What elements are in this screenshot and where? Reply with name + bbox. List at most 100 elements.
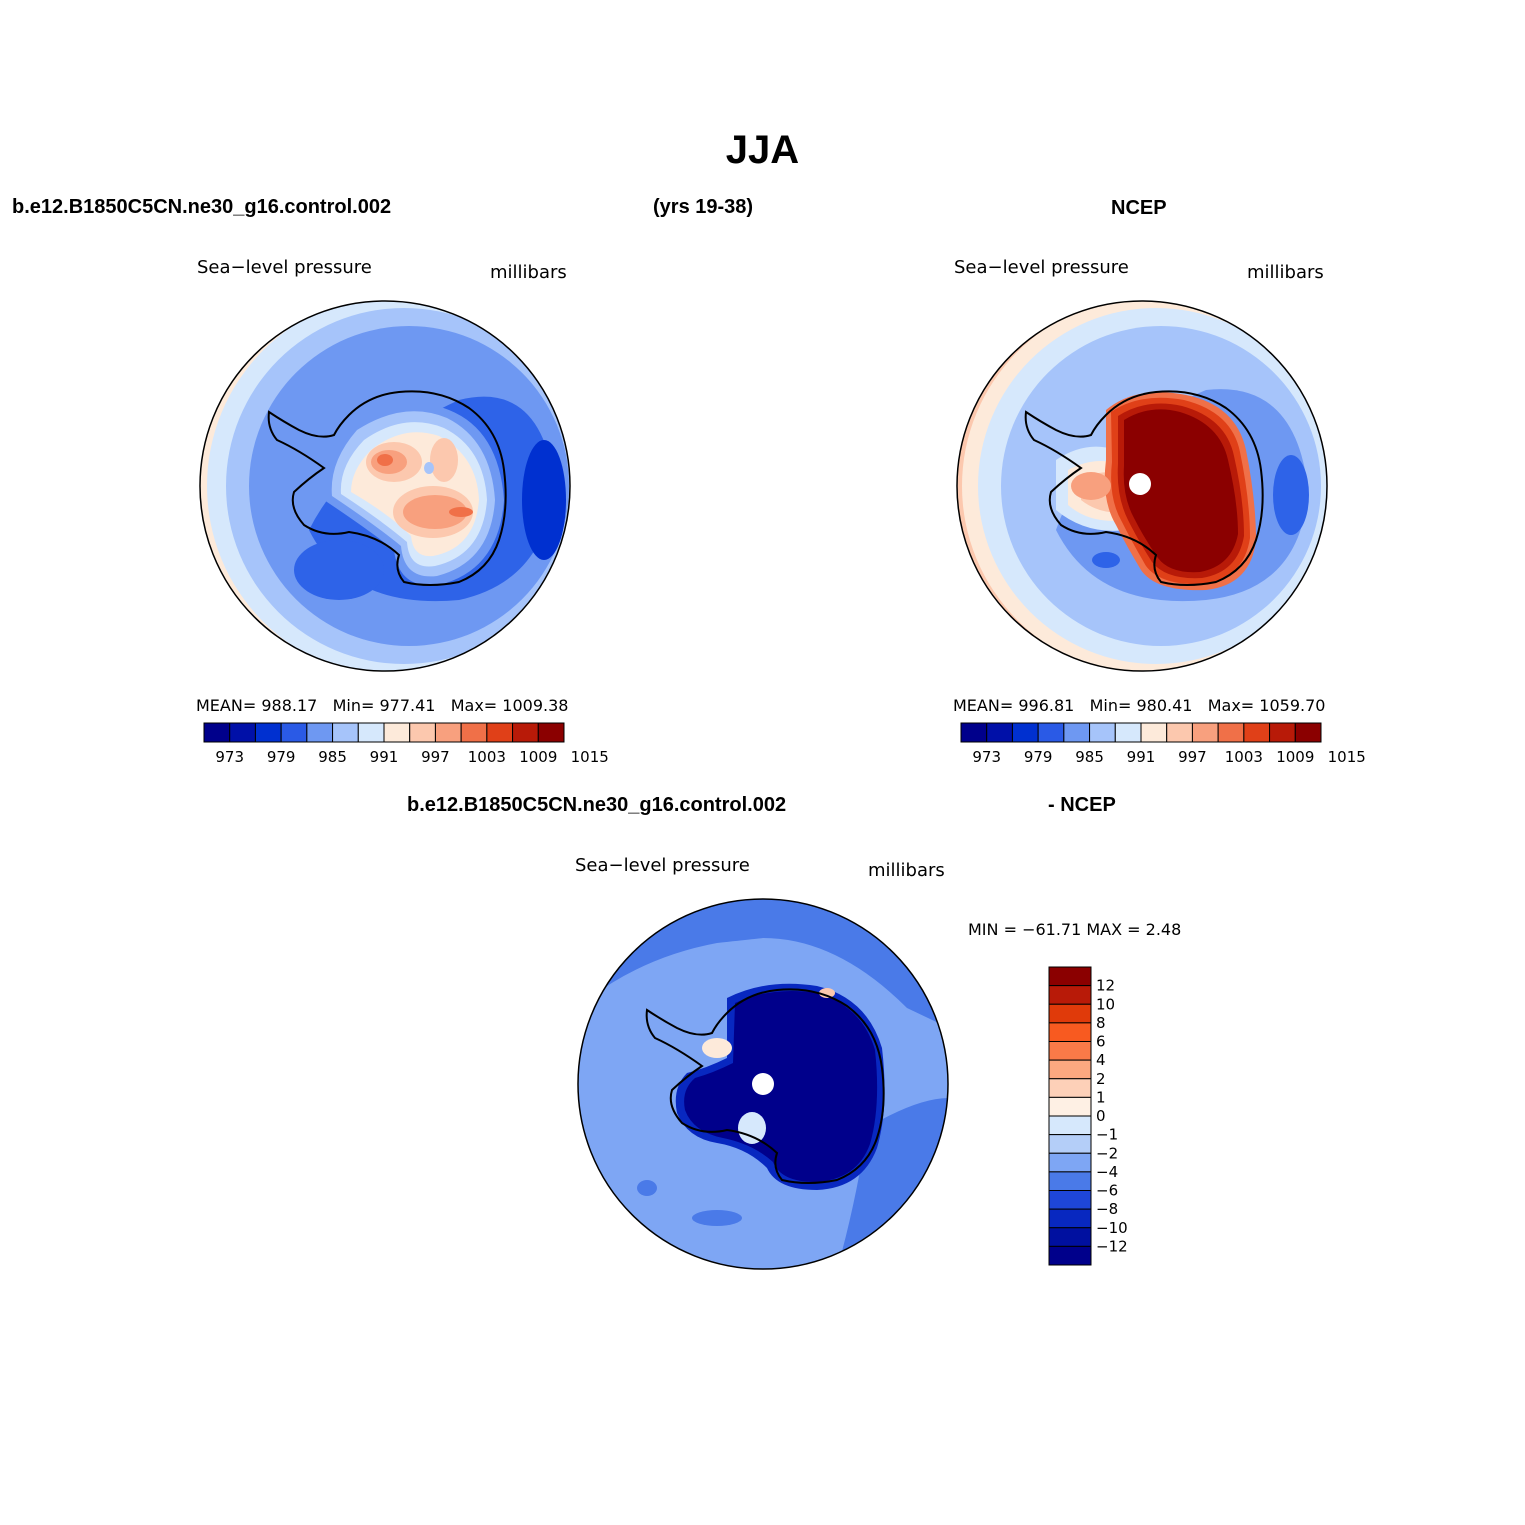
diff-slp-map: [577, 898, 949, 1270]
ncep-min-label: Min=: [1089, 696, 1132, 715]
model-max-value: 1009.38: [502, 696, 569, 715]
diff-colorbar-tick-label: 0: [1096, 1107, 1106, 1125]
diff-pole-marker: [752, 1073, 774, 1095]
model-colorbar-tick-label: 1003: [468, 748, 506, 766]
diff-title-right: - NCEP: [1048, 794, 1116, 816]
ncep-units-label: millibars: [1247, 262, 1324, 283]
model-variable-label: Sea−level pressure: [197, 257, 372, 278]
model-min-value: 977.41: [379, 696, 436, 715]
model-colorbar-tick-label: 979: [267, 748, 296, 766]
ncep-colorbar-tick-label: 1003: [1225, 748, 1263, 766]
model-mean-label: MEAN=: [196, 696, 257, 715]
model-colorbar-swatch: [486, 722, 514, 743]
model-units-label: millibars: [490, 262, 567, 283]
ncep-max-label: Max=: [1207, 696, 1255, 715]
ncep-colorbar-tick-label: 973: [972, 748, 1001, 766]
model-colorbar-swatch: [409, 722, 436, 743]
diff-colorbar-swatch: [1048, 966, 1092, 987]
diff-colorbar-swatch: [1048, 1208, 1092, 1229]
model-colorbar-swatch: [229, 722, 256, 743]
model-colorbar-tick-label: 997: [421, 748, 450, 766]
model-mean-value: 988.17: [261, 696, 318, 715]
ncep-mean-label: MEAN=: [953, 696, 1014, 715]
ncep-colorbar-swatch: [986, 722, 1013, 743]
diff-colorbar-tick-label: 2: [1096, 1070, 1106, 1088]
model-colorbar-swatch: [280, 722, 308, 743]
diff-colorbar-swatch: [1048, 1041, 1092, 1061]
model-colorbar-swatch: [460, 722, 488, 743]
model-colorbar-tick-label: 991: [370, 748, 399, 766]
ncep-colorbar-tick-label: 991: [1127, 748, 1156, 766]
model-case-name: b.e12.B1850C5CN.ne30_g16.control.002: [12, 196, 392, 218]
model-colorbar-tick-label: 973: [215, 748, 244, 766]
model-colorbar-tick-label: 1015: [571, 748, 609, 766]
diff-variable-label: Sea−level pressure: [575, 855, 750, 876]
diff-antarctica-coastline: [645, 988, 885, 1184]
diff-colorbar-tick-label: 1: [1096, 1088, 1106, 1106]
diff-colorbar-tick-label: −10: [1096, 1219, 1128, 1237]
ncep-slp-map: [956, 300, 1328, 672]
ncep-mean-value: 996.81: [1018, 696, 1075, 715]
ncep-colorbar-swatch: [1166, 722, 1193, 743]
model-colorbar-swatch: [434, 722, 462, 743]
model-min-label: Min=: [332, 696, 375, 715]
ncep-colorbar: 973 979 985 991 997 1003 1009 1015: [960, 722, 1366, 766]
model-colorbar-tick-label: 1009: [519, 748, 557, 766]
diff-colorbar-swatch: [1048, 1171, 1092, 1191]
diff-colorbar-swatch: [1048, 1190, 1092, 1210]
ncep-colorbar-tick-label: 1009: [1276, 748, 1314, 766]
diff-minmax: MIN = −61.71 MAX = 2.48: [968, 920, 1182, 939]
ncep-colorbar-swatch: [1294, 722, 1322, 743]
ncep-colorbar-swatch: [1243, 722, 1271, 743]
diff-colorbar-swatch: [1048, 1245, 1092, 1266]
model-colorbar-swatch: [254, 722, 282, 743]
figure-title: JJA: [725, 128, 800, 172]
ncep-colorbar-tick-label: 1015: [1328, 748, 1366, 766]
diff-colorbar-swatch: [1048, 1227, 1092, 1247]
diff-colorbar-tick-label: −12: [1096, 1237, 1128, 1255]
ncep-colorbar-swatch: [1140, 722, 1168, 743]
ncep-variable-label: Sea−level pressure: [954, 257, 1129, 278]
model-colorbar-swatch: [357, 722, 385, 743]
ncep-antarctica-coastline: [1024, 390, 1264, 586]
ncep-max-value: 1059.70: [1259, 696, 1326, 715]
model-colorbar: 973 979 985 991 997 1003 1009 1015: [203, 722, 609, 766]
diff-colorbar-swatch: [1048, 1134, 1092, 1154]
model-colorbar-swatch: [383, 722, 411, 743]
ncep-colorbar-tick-label: 979: [1024, 748, 1053, 766]
diff-colorbar-tick-label: 8: [1096, 1014, 1106, 1032]
diff-colorbar-tick-label: −4: [1096, 1163, 1118, 1181]
model-colorbar-tick-label: 985: [318, 748, 347, 766]
obs-name: NCEP: [1111, 197, 1167, 219]
diff-colorbar-swatch: [1048, 1078, 1092, 1098]
ncep-pole-marker: [1129, 473, 1151, 495]
diff-colorbar-swatch: [1048, 1003, 1092, 1024]
model-max-label: Max=: [450, 696, 498, 715]
diff-colorbar-tick-label: −6: [1096, 1182, 1118, 1200]
years-label: (yrs 19-38): [653, 196, 754, 218]
diff-colorbar-tick-label: 6: [1096, 1033, 1106, 1051]
diff-colorbar-swatch: [1048, 1059, 1092, 1080]
model-colorbar-swatch: [332, 722, 359, 743]
model-colorbar-swatch: [512, 722, 539, 743]
diff-colorbar-tick-label: −1: [1096, 1126, 1118, 1144]
ncep-colorbar-swatch: [1089, 722, 1116, 743]
model-colorbar-swatch: [203, 722, 231, 743]
ncep-colorbar-swatch: [1191, 722, 1219, 743]
ncep-colorbar-swatch: [1037, 722, 1065, 743]
diff-colorbar-swatch: [1048, 1022, 1092, 1042]
diff-colorbar-tick-label: −8: [1096, 1200, 1118, 1218]
ncep-colorbar-swatch: [1269, 722, 1296, 743]
diff-units-label: millibars: [868, 860, 945, 881]
diff-colorbar-swatch: [1048, 985, 1092, 1005]
diff-colorbar-tick-label: 4: [1096, 1051, 1106, 1069]
ncep-colorbar-swatch: [1063, 722, 1091, 743]
diff-title-left: b.e12.B1850C5CN.ne30_g16.control.002: [407, 794, 787, 816]
diff-colorbar-tick-label: 10: [1096, 995, 1115, 1013]
model-colorbar-swatch: [537, 722, 565, 743]
ncep-min-value: 980.41: [1136, 696, 1193, 715]
diff-colorbar-swatch: [1048, 1115, 1092, 1136]
diff-colorbar-tick-label: −2: [1096, 1144, 1118, 1162]
model-slp-map: [199, 300, 571, 672]
